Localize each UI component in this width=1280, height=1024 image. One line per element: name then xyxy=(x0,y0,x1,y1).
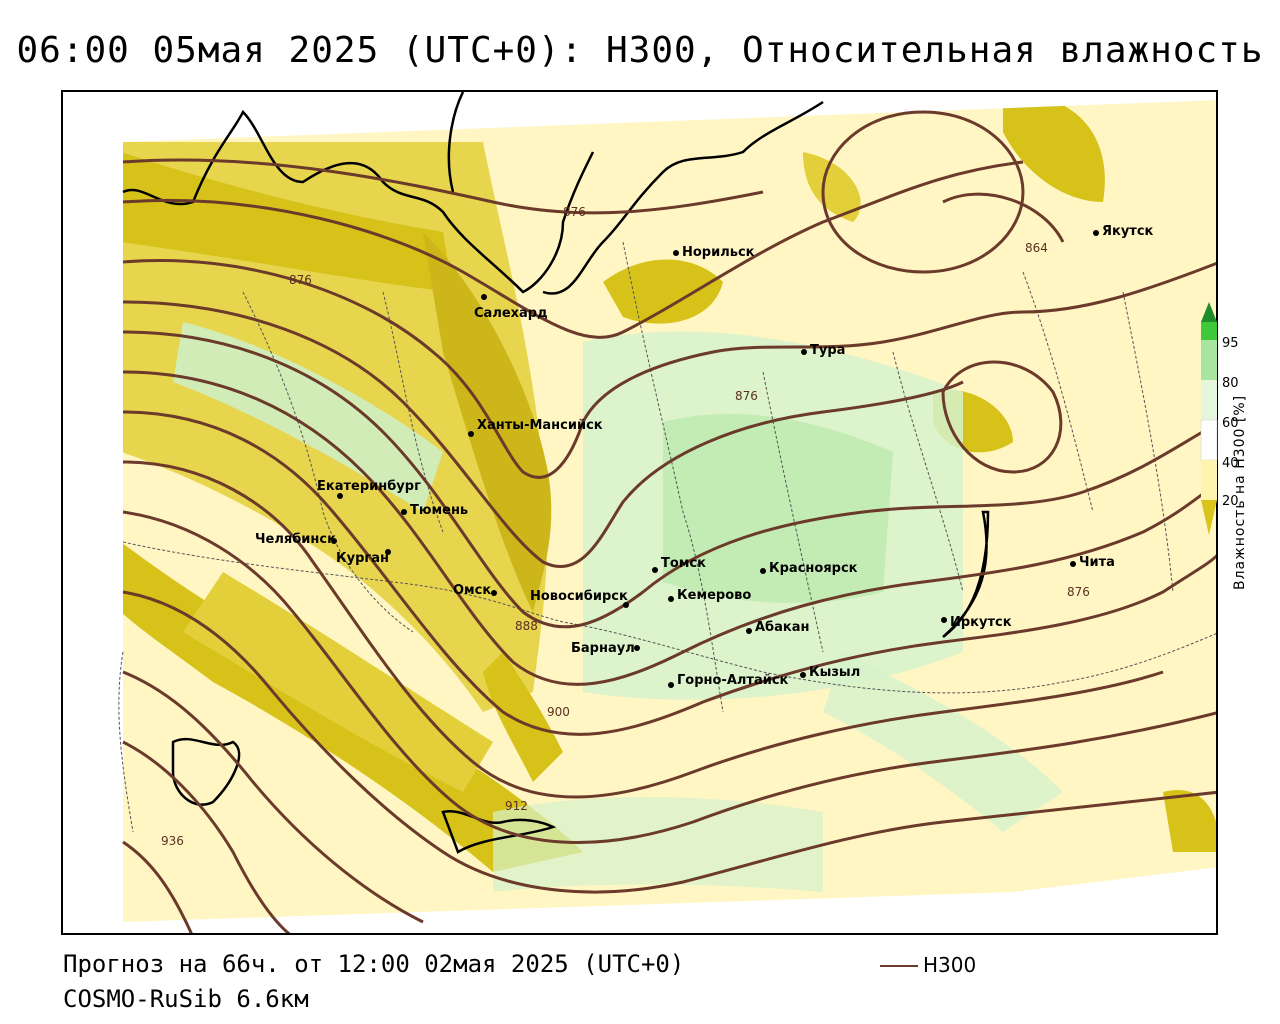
colorbar-arrow-bottom xyxy=(1201,500,1217,535)
colorbar-tick: 20 xyxy=(1222,494,1239,509)
contour-label: 936 xyxy=(161,834,184,848)
cities: Салехард Норильск Якутск Тура Ханты-Манс… xyxy=(255,224,1154,688)
city-label: Салехард xyxy=(474,306,548,321)
city-label: Екатеринбург xyxy=(317,479,421,494)
weather-map[interactable]: 876 876 864 876 888 900 912 936 876 Сале… xyxy=(61,90,1218,935)
forecast-info: Прогноз на 66ч. от 12:00 02мая 2025 (UTC… xyxy=(63,950,685,978)
city-label: Абакан xyxy=(755,620,810,635)
city-label: Тюмень xyxy=(410,503,468,518)
city-label: Чита xyxy=(1079,555,1115,570)
contour-label: 900 xyxy=(547,705,570,719)
legend-label: H300 xyxy=(923,953,977,977)
contour-label: 912 xyxy=(505,799,528,813)
city-label: Норильск xyxy=(682,245,755,260)
city-label: Кызыл xyxy=(809,665,860,680)
city-label: Новосибирск xyxy=(530,589,628,604)
city-label: Иркутск xyxy=(950,615,1012,630)
colorbar-swatch xyxy=(1201,460,1217,500)
humidity-field xyxy=(63,92,1216,933)
city-label: Горно-Алтайск xyxy=(677,673,789,688)
colorbar-tick: 60 xyxy=(1222,416,1239,431)
legend-line-swatch xyxy=(880,965,918,967)
map-title: 06:00 05мая 2025 (UTC+0): H300, Относите… xyxy=(16,30,1264,71)
city-label: Ханты-Мансийск xyxy=(477,418,603,433)
colorbar-swatch xyxy=(1201,380,1217,420)
contour-label: 888 xyxy=(515,619,538,633)
colorbar xyxy=(1199,300,1219,540)
city-label: Тура xyxy=(810,343,845,358)
city-label: Омск xyxy=(453,583,491,598)
contour-label: 876 xyxy=(735,389,758,403)
contour-label: 876 xyxy=(1067,585,1090,599)
colorbar-tick: 80 xyxy=(1222,376,1239,391)
contour-label: 876 xyxy=(289,273,312,287)
city-label: Барнаул xyxy=(571,641,635,656)
h300-contours xyxy=(122,110,1216,933)
colorbar-title: Влажность на H300 [%] xyxy=(1232,394,1248,590)
city-label: Красноярск xyxy=(769,561,858,576)
map-canvas: 876 876 864 876 888 900 912 936 876 Сале… xyxy=(63,92,1216,933)
colorbar-tick: 40 xyxy=(1222,456,1239,471)
colorbar-tick: 95 xyxy=(1222,336,1239,351)
city-label: Томск xyxy=(661,556,706,571)
colorbar-swatch xyxy=(1201,340,1217,380)
colorbar-swatch xyxy=(1201,322,1217,340)
colorbar-arrow-top xyxy=(1201,302,1217,322)
model-name: COSMO-RuSib 6.6км xyxy=(63,985,309,1013)
city-label: Курган xyxy=(336,551,389,566)
city-label: Якутск xyxy=(1102,224,1154,239)
city-label: Кемерово xyxy=(677,588,751,603)
contour-label: 876 xyxy=(563,205,586,219)
contour-label: 864 xyxy=(1025,241,1048,255)
colorbar-swatch xyxy=(1200,419,1218,461)
city-label: Челябинск xyxy=(255,532,336,547)
contour-labels: 876 876 864 876 888 900 912 936 876 xyxy=(161,205,1090,848)
